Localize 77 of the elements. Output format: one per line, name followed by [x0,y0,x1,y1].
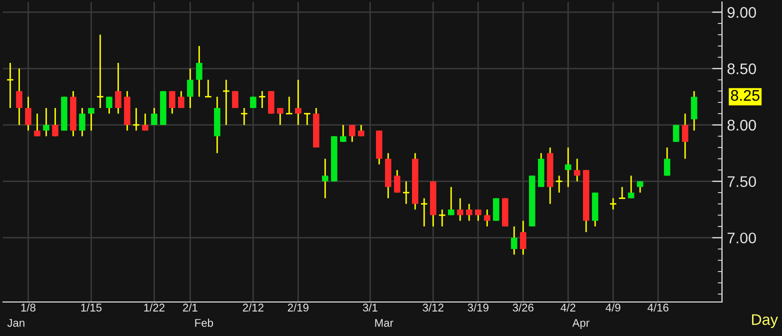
candlestick [628,174,634,199]
x-tick-label: 4/2 [560,303,576,312]
candlestick [609,198,617,210]
candlestick [322,158,328,199]
candlestick [52,107,58,137]
x-tick-label: 2/12 [242,303,264,312]
candlestick [285,96,294,114]
candlestick [151,107,158,126]
candlestick [106,96,112,114]
text: Mar [375,319,394,327]
candlestick [402,180,410,205]
candlestick [132,107,140,132]
text: Apr [572,319,590,330]
text: Jan [7,319,24,327]
x-tick-label: 3/19 [468,303,488,312]
y-tick-label: 7.50 [728,176,756,188]
candlestick [6,62,14,109]
x-tick-label: 1/8 [21,303,36,312]
candlestick [420,198,428,228]
candlestick [96,34,104,109]
candlestick [169,90,176,114]
candlestick [196,45,202,98]
candlestick [178,90,184,109]
candlestick [303,112,311,126]
candlestick [394,169,400,194]
x-tick-label: 1/15 [81,303,102,312]
y-tick-label: 9.00 [728,7,756,18]
candlestick [456,198,464,222]
candlestick [204,79,212,98]
candlestick [232,90,238,109]
candlestick [79,107,86,137]
candlestick [448,186,454,216]
x-axis-title: Day [752,314,778,328]
x-tick-label: 2/19 [288,303,308,312]
candlestick [664,146,670,176]
candlestick [43,107,50,137]
candlestick [555,174,563,194]
candlestick [672,124,680,143]
y-tick-label: 7.00 [728,232,756,244]
candlestick [258,90,266,109]
candlestick [25,96,32,132]
x-tick-label: 4/9 [606,303,620,312]
candlestick [295,79,302,126]
candlestick [484,208,490,228]
candlestick [474,208,482,222]
candlestick [115,62,122,114]
candlestick [240,107,248,126]
x-tick-label: 1/22 [144,303,164,312]
x-tick-label: 3/12 [422,303,444,312]
y-tick-label: 8.00 [728,120,756,131]
text: 8.25 [730,90,760,101]
candlestick [690,90,698,132]
candlestick [466,203,472,222]
candlestick [187,68,194,109]
text: Feb [195,318,214,327]
x-tick-label: 3/26 [512,303,534,312]
candlestick [349,124,356,143]
candlestick [574,158,580,182]
candlestick [492,198,500,222]
x-tick-label: 4/16 [648,303,668,312]
candlestick [682,112,688,160]
candlestick [16,68,22,126]
candlestick [277,107,284,126]
x-tick-label: 2/1 [183,303,198,312]
candlestick [222,79,230,126]
candlestick [520,220,526,256]
x-tick-label: 3/1 [362,303,378,312]
candlestick [268,90,274,114]
candlestick [564,146,572,188]
y-tick-label: 8.50 [728,63,756,74]
candlestick [438,208,446,228]
candlestick [510,226,518,256]
candlestick [34,112,40,137]
candlestick [340,124,346,143]
candlestick [618,186,626,199]
candlestick [142,112,148,132]
candlestick [88,107,94,132]
